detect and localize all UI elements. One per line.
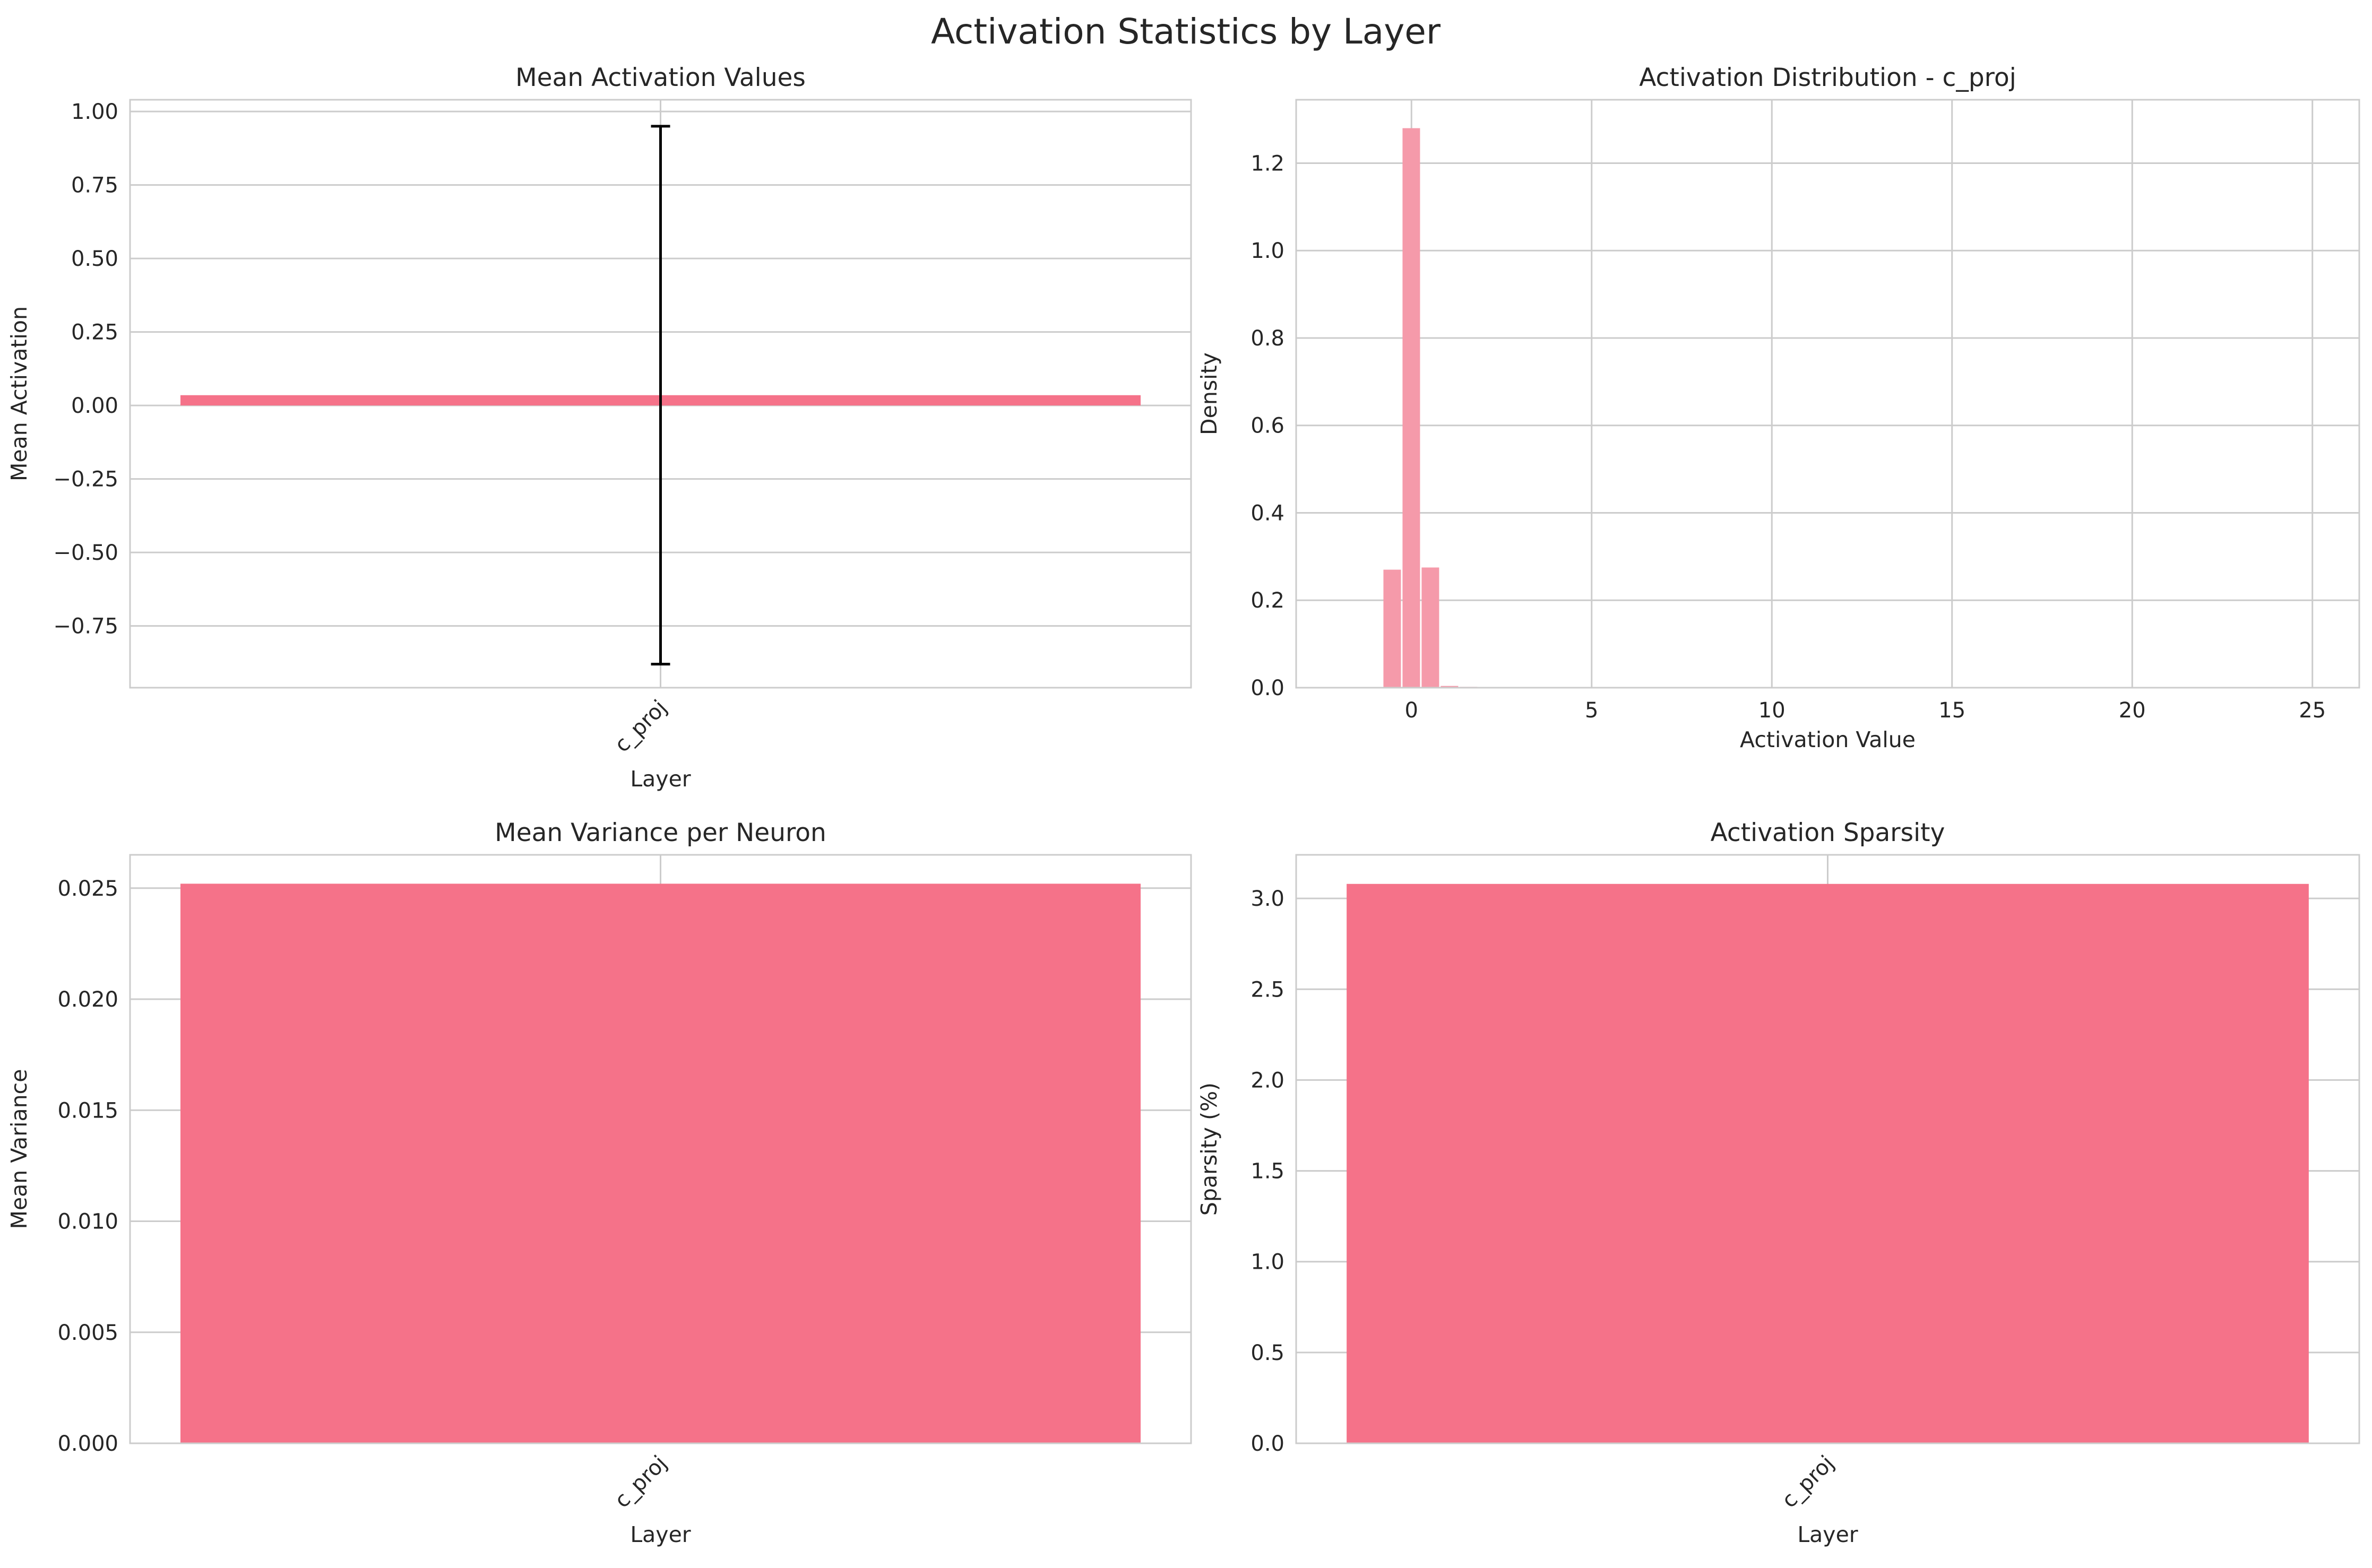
y-tick-label: 0.015 [57,1098,118,1123]
x-tick-label: c_proj [1777,1451,1839,1513]
y-tick-label: 1.0 [1250,1250,1284,1275]
panel-activation-sparsity: 0.0 0.5 1.0 1.5 2.0 2.5 3.0 c_proj Activation Sp… [1196,818,2360,1547]
panel-title: Activation Sparsity [1711,818,1945,847]
axes-frame [1295,99,2360,689]
y-tick-label: 0.0 [1250,676,1284,700]
y-tick-label: 0.00 [71,394,118,418]
histogram-bin [1383,569,1401,688]
histogram-bin [1421,567,1439,688]
axes-frame [1295,854,2360,1444]
y-tick-label: 0.50 [71,247,118,271]
panel-activation-distribution: 0.0 0.2 0.4 0.6 0.8 1.0 1.2 0 5 10 15 20 25 Activatio… [1196,63,2360,752]
y-axis-label: Density [1196,352,1222,435]
y-axis-label: Mean Activation [6,306,32,481]
y-tick-label: 1.2 [1250,151,1284,176]
y-tick-label: 2.5 [1250,977,1284,1002]
panel-title: Mean Activation Values [515,63,806,92]
x-tick-label: 5 [1585,698,1598,723]
x-tick-label: 25 [2299,698,2326,723]
y-tick-label: 0.6 [1250,414,1284,438]
x-axis-label: Layer [630,1522,691,1547]
x-tick-label: c_proj [610,696,671,757]
y-tick-label: 0.5 [1250,1341,1284,1365]
x-tick-label: 20 [2119,698,2146,723]
y-tick-label: 0.0 [1250,1432,1284,1456]
x-axis-label: Layer [1797,1522,1858,1547]
y-tick-label: 0.75 [71,174,118,198]
y-tick-label: 0.010 [57,1210,118,1234]
panel-title: Activation Distribution - c_proj [1639,63,2016,92]
y-tick-label: 1.00 [71,100,118,124]
y-tick-label: 1.5 [1250,1159,1284,1184]
bar-c_proj [1347,883,2309,1443]
panel-mean-variance: 0.000 0.005 0.010 0.015 0.020 0.025 c_proj Mean… [6,818,1192,1547]
y-axis-label: Sparsity (%) [1196,1082,1222,1216]
x-tick-label: 10 [1758,698,1786,723]
figure-suptitle: Activation Statistics by Layer [931,11,1441,52]
x-axis-label: Activation Value [1740,727,1916,752]
bar-c_proj [180,883,1141,1443]
y-tick-label: −0.75 [53,614,118,639]
x-axis-label: Layer [630,766,691,792]
y-tick-label: −0.25 [53,467,118,492]
axes-frame [129,99,1192,689]
y-tick-label: 2.0 [1250,1068,1284,1093]
y-tick-label: 0.025 [57,877,118,901]
y-tick-label: 0.4 [1250,501,1284,525]
x-tick-label: 0 [1405,698,1418,723]
y-axis-label: Mean Variance [6,1069,32,1229]
y-tick-label: 0.000 [57,1432,118,1456]
panel-title: Mean Variance per Neuron [495,818,826,847]
y-tick-label: 0.8 [1250,326,1284,351]
panel-mean-activation: −0.75 −0.50 −0.25 0.00 0.25 0.50 0.75 1.00 c_pro… [6,63,1192,792]
y-tick-label: 0.005 [57,1321,118,1345]
x-tick-label: 15 [1938,698,1965,723]
y-tick-label: 0.2 [1250,588,1284,613]
y-tick-label: 0.020 [57,987,118,1012]
x-tick-label: c_proj [610,1451,671,1513]
y-tick-label: −0.50 [53,541,118,565]
y-tick-label: 3.0 [1250,887,1284,911]
histogram-bin [1441,686,1459,688]
histogram-bin [1402,128,1420,688]
y-tick-label: 0.25 [71,320,118,345]
axes-frame [129,854,1192,1444]
y-tick-label: 1.0 [1250,239,1284,263]
